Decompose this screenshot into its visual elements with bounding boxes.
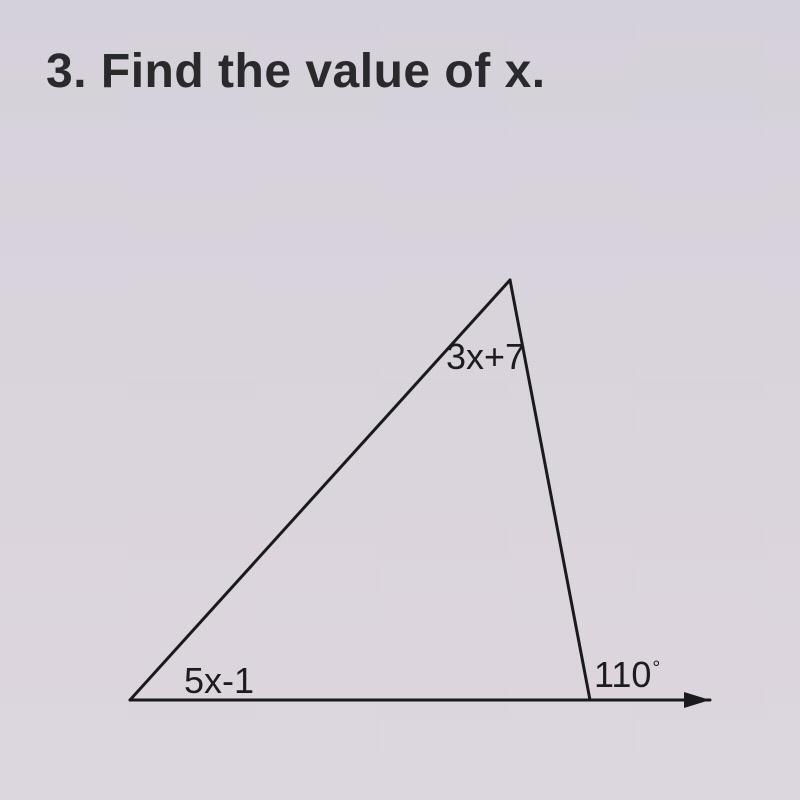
label-bottom-left: 5x-1 bbox=[184, 660, 254, 702]
question-number: 3. bbox=[46, 45, 87, 98]
triangle-diagram: 5x-1 3x+7 110° bbox=[70, 240, 730, 760]
label-apex: 3x+7 bbox=[446, 336, 525, 378]
arrowhead-icon bbox=[684, 692, 710, 708]
question-prompt: Find the value of x. bbox=[101, 45, 546, 98]
question-text: 3. Find the value of x. bbox=[46, 44, 546, 99]
label-exterior: 110° bbox=[594, 654, 660, 696]
